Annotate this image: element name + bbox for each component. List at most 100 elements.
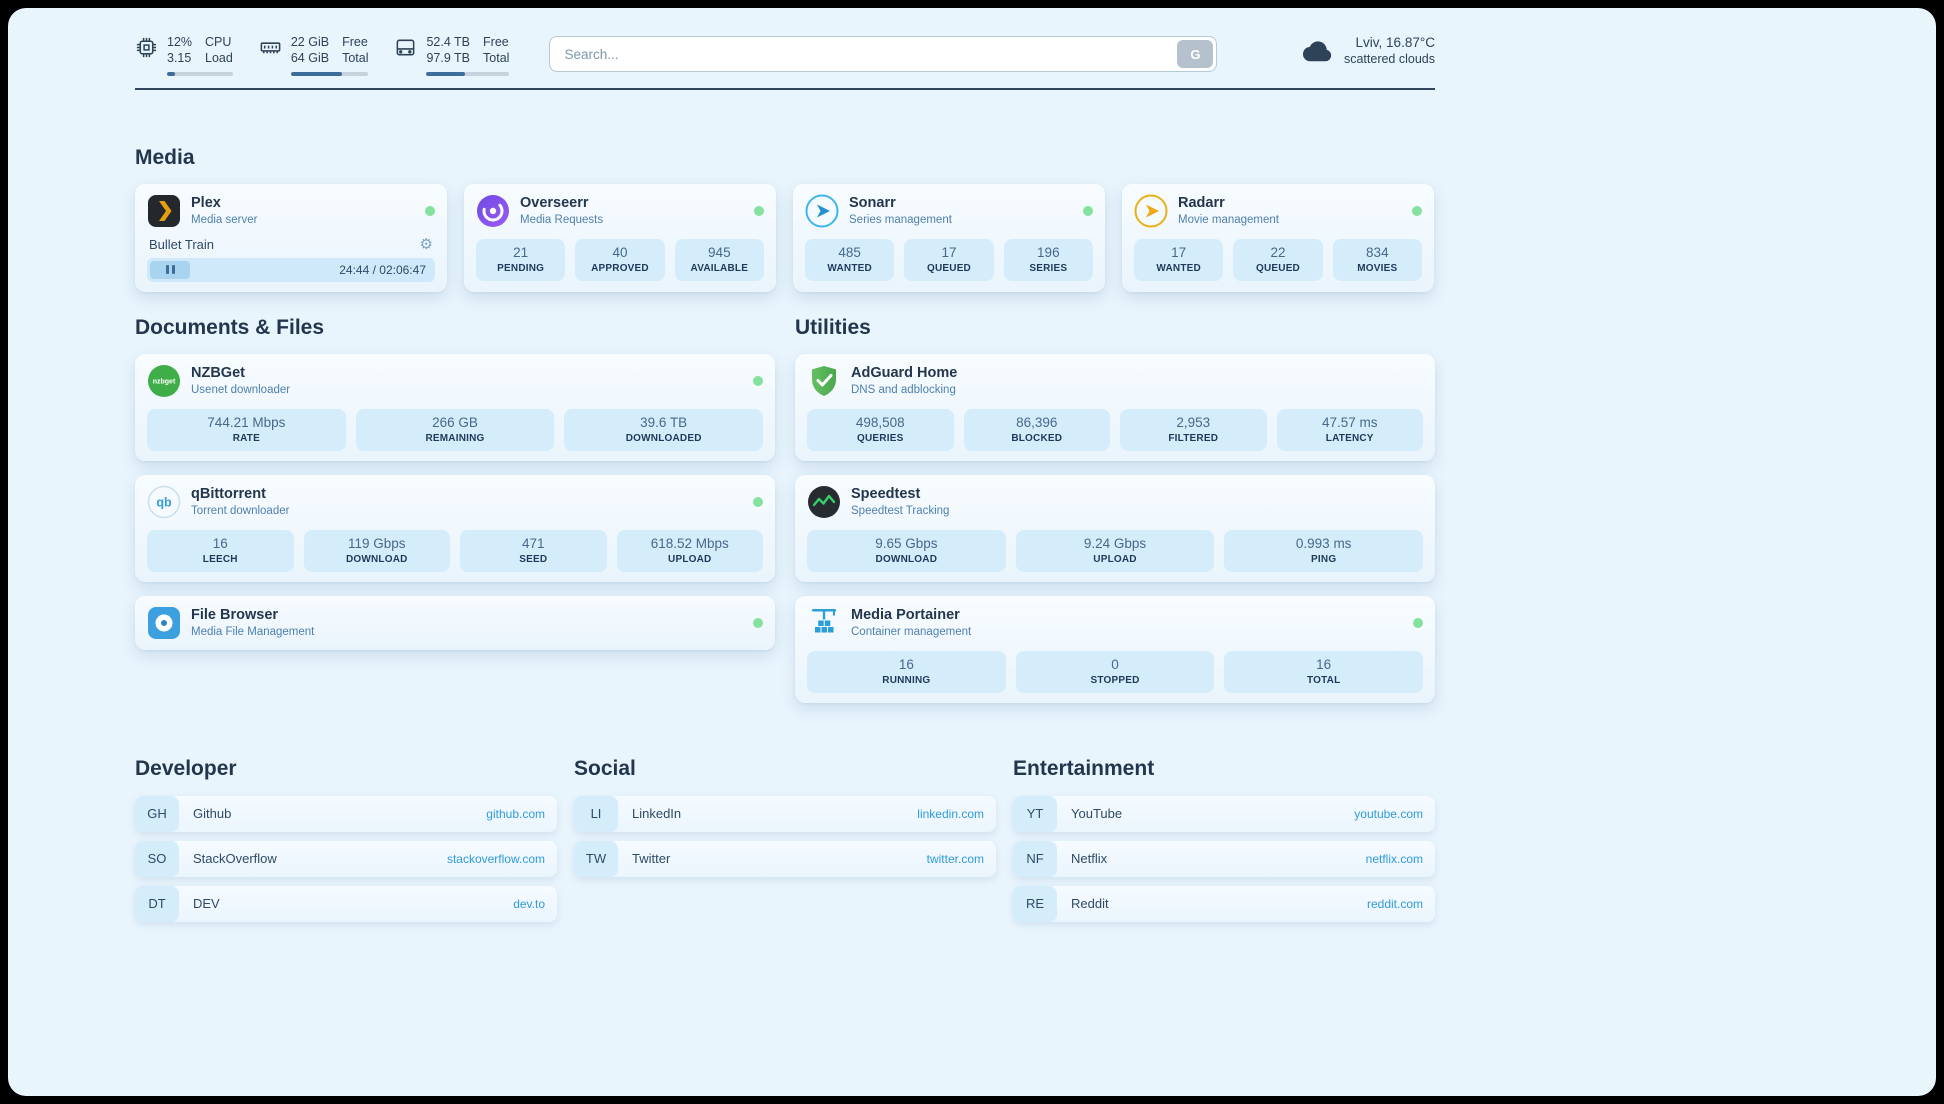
disk-free-value: 52.4 TB [426,35,471,49]
gear-icon[interactable]: ⚙ [419,235,433,253]
status-indicator [1412,205,1422,216]
stat-box: 266 GB REMAINING [355,408,555,451]
bookmark-name: Github [193,806,232,821]
service-card-overseerr[interactable]: Overseerr Media Requests 21 PENDING 40 A… [464,183,776,292]
service-card-radarr[interactable]: Radarr Movie management 17 WANTED 22 QUE… [1122,183,1434,292]
stat-box: 16 LEECH [147,529,294,572]
stat-box: 618.52 Mbps UPLOAD [616,529,763,572]
stat-box: 47.57 ms LATENCY [1276,408,1423,451]
bookmark-url: github.com [486,806,545,821]
service-title: AdGuard Home [851,364,958,381]
section-title-utilities: Utilities [795,315,871,339]
cpu-load-label: Load [205,51,233,66]
stat-box: 17 WANTED [1134,238,1224,281]
bookmark-url: twitter.com [926,851,984,866]
search-input[interactable] [549,36,1218,72]
service-title: File Browser [191,606,279,623]
service-card-sonarr[interactable]: Sonarr Series management 485 WANTED 17 Q… [793,183,1105,292]
bookmark-netflix[interactable]: NF Netflix netflix.com [1013,840,1435,877]
service-card-qbittorrent[interactable]: qb qBittorrent Torrent downloader 16 [135,474,775,582]
bookmark-abbr: LI [574,795,618,832]
memory-free-label: Free [342,35,368,49]
stat-box: 22 QUEUED [1233,238,1323,281]
status-indicator [1413,617,1423,628]
bookmark-url: linkedin.com [917,806,984,821]
bookmark-abbr: DT [135,885,179,922]
stat-box: 39.6 TB DOWNLOADED [564,408,764,451]
disk-free-label: Free [483,35,509,49]
status-indicator [753,375,763,386]
pause-button[interactable] [150,260,190,279]
memory-total-label: Total [342,51,369,66]
stat-box: 86,396 BLOCKED [963,408,1110,451]
service-subtitle: Torrent downloader [191,505,290,518]
cpu-label: CPU [205,35,232,49]
portainer-icon [812,608,836,632]
stat-box: 834 MOVIES [1332,238,1422,281]
bookmark-github[interactable]: GH Github github.com [135,795,557,832]
status-indicator [753,496,763,507]
bookmark-url: youtube.com [1354,806,1423,821]
bookmark-abbr: YT [1013,795,1057,832]
memory-widget: 22 GiB 64 GiB Free Total [259,34,369,76]
status-indicator [1083,205,1093,216]
memory-free-value: 22 GiB [290,35,330,49]
bookmark-abbr: RE [1013,885,1057,922]
radarr-icon [1134,194,1168,227]
stat-box: 16 TOTAL [1224,650,1424,693]
bookmark-youtube[interactable]: YT YouTube youtube.com [1013,795,1435,832]
cloud-icon [1302,40,1332,61]
plex-icon [148,194,180,227]
weather-condition: scattered clouds [1343,52,1435,66]
bookmark-name: DEV [193,896,220,911]
service-card-nzbget[interactable]: nzbget NZBGet Usenet downloader 744.21 M… [135,353,775,461]
service-card-adguard[interactable]: AdGuard Home DNS and adblocking 498,508 … [795,353,1435,461]
bookmark-name: StackOverflow [193,851,277,866]
bookmark-reddit[interactable]: RE Reddit reddit.com [1013,885,1435,922]
bookmark-linkedin[interactable]: LI LinkedIn linkedin.com [574,795,996,832]
bookmark-name: Twitter [632,851,671,866]
bookmark-url: stackoverflow.com [446,851,545,866]
status-indicator [425,205,435,216]
service-subtitle: DNS and adblocking [851,384,956,397]
stat-box: 9.24 Gbps UPLOAD [1015,529,1215,572]
bookmark-stackoverflow[interactable]: SO StackOverflow stackoverflow.com [135,840,557,877]
service-card-speedtest[interactable]: Speedtest Speedtest Tracking 9.65 Gbps D… [795,474,1435,582]
memory-progress-bar [290,71,369,76]
bookmark-abbr: TW [574,840,618,877]
svg-text:nzbget: nzbget [153,378,176,385]
sonarr-icon [805,194,839,227]
stat-box: 9.65 Gbps DOWNLOAD [807,529,1006,572]
cpu-load-value: 3.15 [167,51,192,66]
now-playing-title: Bullet Train [149,236,215,252]
bookmark-url: netflix.com [1365,851,1423,866]
disk-total-label: Total [483,51,510,66]
service-subtitle: Media Requests [520,214,604,227]
disk-icon [397,39,415,56]
playback-time: 24:44 / 02:06:47 [339,262,426,277]
stat-box: 119 Gbps DOWNLOAD [303,529,450,572]
stat-box: 945 AVAILABLE [674,238,764,281]
bookmark-twitter[interactable]: TW Twitter twitter.com [574,840,996,877]
cpu-widget: 12% 3.15 CPU Load [135,34,233,76]
service-card-filebrowser[interactable]: File Browser Media File Management [135,595,775,650]
cpu-usage-value: 12% [167,35,193,49]
service-card-plex[interactable]: Plex Media server Bullet Train ⚙ [135,183,447,292]
service-subtitle: Container management [851,626,972,639]
bookmark-dev[interactable]: DT DEV dev.to [135,885,557,922]
search-provider-button[interactable]: G [1177,40,1214,68]
section-title-entertainment: Entertainment [1013,756,1155,780]
topbar-divider [135,87,1435,90]
status-indicator [754,205,764,216]
service-title: Sonarr [849,194,896,211]
disk-widget: 52.4 TB 97.9 TB Free Total [394,34,510,76]
memory-total-value: 64 GiB [290,51,330,66]
adguard-icon [812,365,836,396]
service-title: qBittorrent [191,485,266,502]
service-title: Overseerr [520,194,589,211]
service-subtitle: Usenet downloader [191,384,291,397]
stat-box: 498,508 QUERIES [807,408,954,451]
cpu-progress-bar [167,71,233,76]
service-card-portainer[interactable]: Media Portainer Container management 16 … [795,595,1435,703]
cpu-icon [136,37,157,58]
